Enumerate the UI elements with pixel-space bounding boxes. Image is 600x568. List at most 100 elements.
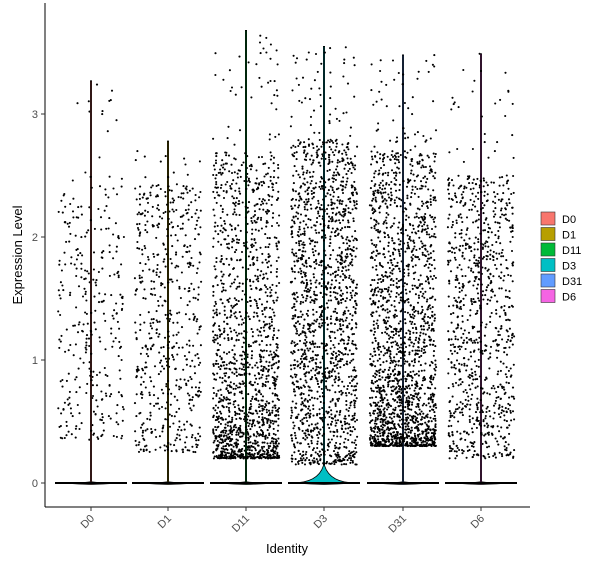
data-point <box>183 423 186 426</box>
data-point <box>344 186 347 189</box>
data-point <box>332 191 336 194</box>
data-point <box>144 386 147 389</box>
data-point <box>227 433 230 436</box>
data-point <box>386 373 390 376</box>
data-point <box>229 327 232 330</box>
data-point <box>427 282 431 285</box>
data-point <box>344 248 347 251</box>
data-point <box>417 70 420 73</box>
data-point <box>256 268 259 271</box>
data-point <box>191 398 194 401</box>
data-point <box>64 263 67 266</box>
data-point <box>403 201 406 204</box>
data-point <box>251 366 254 369</box>
data-point <box>332 207 335 210</box>
data-point <box>96 436 99 439</box>
data-point <box>212 457 215 460</box>
data-point <box>275 245 278 248</box>
data-point <box>274 291 277 294</box>
data-point <box>65 420 68 423</box>
data-point <box>292 427 295 430</box>
data-point <box>141 423 144 426</box>
data-point <box>268 432 271 435</box>
data-point <box>334 270 338 273</box>
data-point <box>393 368 396 371</box>
data-point <box>315 182 318 185</box>
data-point <box>65 328 68 331</box>
data-point <box>251 395 254 398</box>
data-point <box>392 222 395 225</box>
data-point <box>383 152 386 155</box>
data-point <box>310 389 313 392</box>
data-point <box>167 379 170 383</box>
data-point <box>338 173 341 176</box>
data-point <box>276 375 279 378</box>
data-point <box>379 166 383 170</box>
data-point <box>269 271 273 274</box>
data-point <box>238 282 241 285</box>
data-point <box>294 325 297 328</box>
data-point <box>308 237 311 240</box>
data-point <box>266 442 269 445</box>
data-point <box>334 213 337 216</box>
data-point <box>340 301 343 304</box>
data-point <box>334 358 337 361</box>
data-point <box>138 412 141 415</box>
data-point <box>240 164 243 167</box>
data-point <box>216 447 219 450</box>
data-point <box>335 298 338 301</box>
data-point <box>422 402 426 405</box>
data-point <box>215 428 218 431</box>
data-point <box>188 287 191 290</box>
data-point <box>230 163 233 166</box>
data-point <box>231 237 234 241</box>
data-point <box>317 431 320 434</box>
data-point <box>213 378 216 381</box>
data-point <box>260 180 263 184</box>
data-point <box>236 176 239 179</box>
data-point <box>144 209 147 212</box>
data-point <box>106 130 109 133</box>
data-point <box>262 198 265 201</box>
data-point <box>316 345 319 349</box>
data-point <box>154 293 157 297</box>
data-point <box>432 378 435 381</box>
data-point <box>75 425 78 428</box>
data-point <box>255 304 259 307</box>
data-point <box>67 372 70 375</box>
data-point <box>221 210 224 213</box>
data-point <box>326 317 329 321</box>
data-point <box>215 186 218 189</box>
data-point <box>195 208 198 212</box>
data-point <box>273 414 277 417</box>
data-point <box>105 205 108 208</box>
data-point <box>322 184 325 188</box>
data-point <box>213 373 216 376</box>
data-point <box>295 57 299 60</box>
data-point <box>198 196 201 199</box>
data-point <box>250 165 253 168</box>
data-point <box>309 301 312 304</box>
data-point <box>324 376 327 379</box>
data-point <box>276 221 279 225</box>
data-point <box>255 435 258 438</box>
data-point <box>152 318 155 321</box>
data-point <box>378 211 381 214</box>
data-point <box>58 294 61 297</box>
data-point <box>320 342 323 345</box>
data-point <box>315 458 318 461</box>
data-point <box>391 237 394 240</box>
data-point <box>268 387 271 390</box>
data-point <box>215 435 218 438</box>
data-point <box>263 308 266 311</box>
data-point <box>375 100 378 103</box>
data-point <box>219 260 222 263</box>
data-point <box>302 282 305 285</box>
data-point <box>299 357 302 360</box>
data-point <box>199 435 202 438</box>
data-point <box>273 404 276 407</box>
data-point <box>223 367 226 370</box>
data-point <box>245 175 248 179</box>
data-point <box>193 372 197 375</box>
data-point <box>336 161 339 164</box>
